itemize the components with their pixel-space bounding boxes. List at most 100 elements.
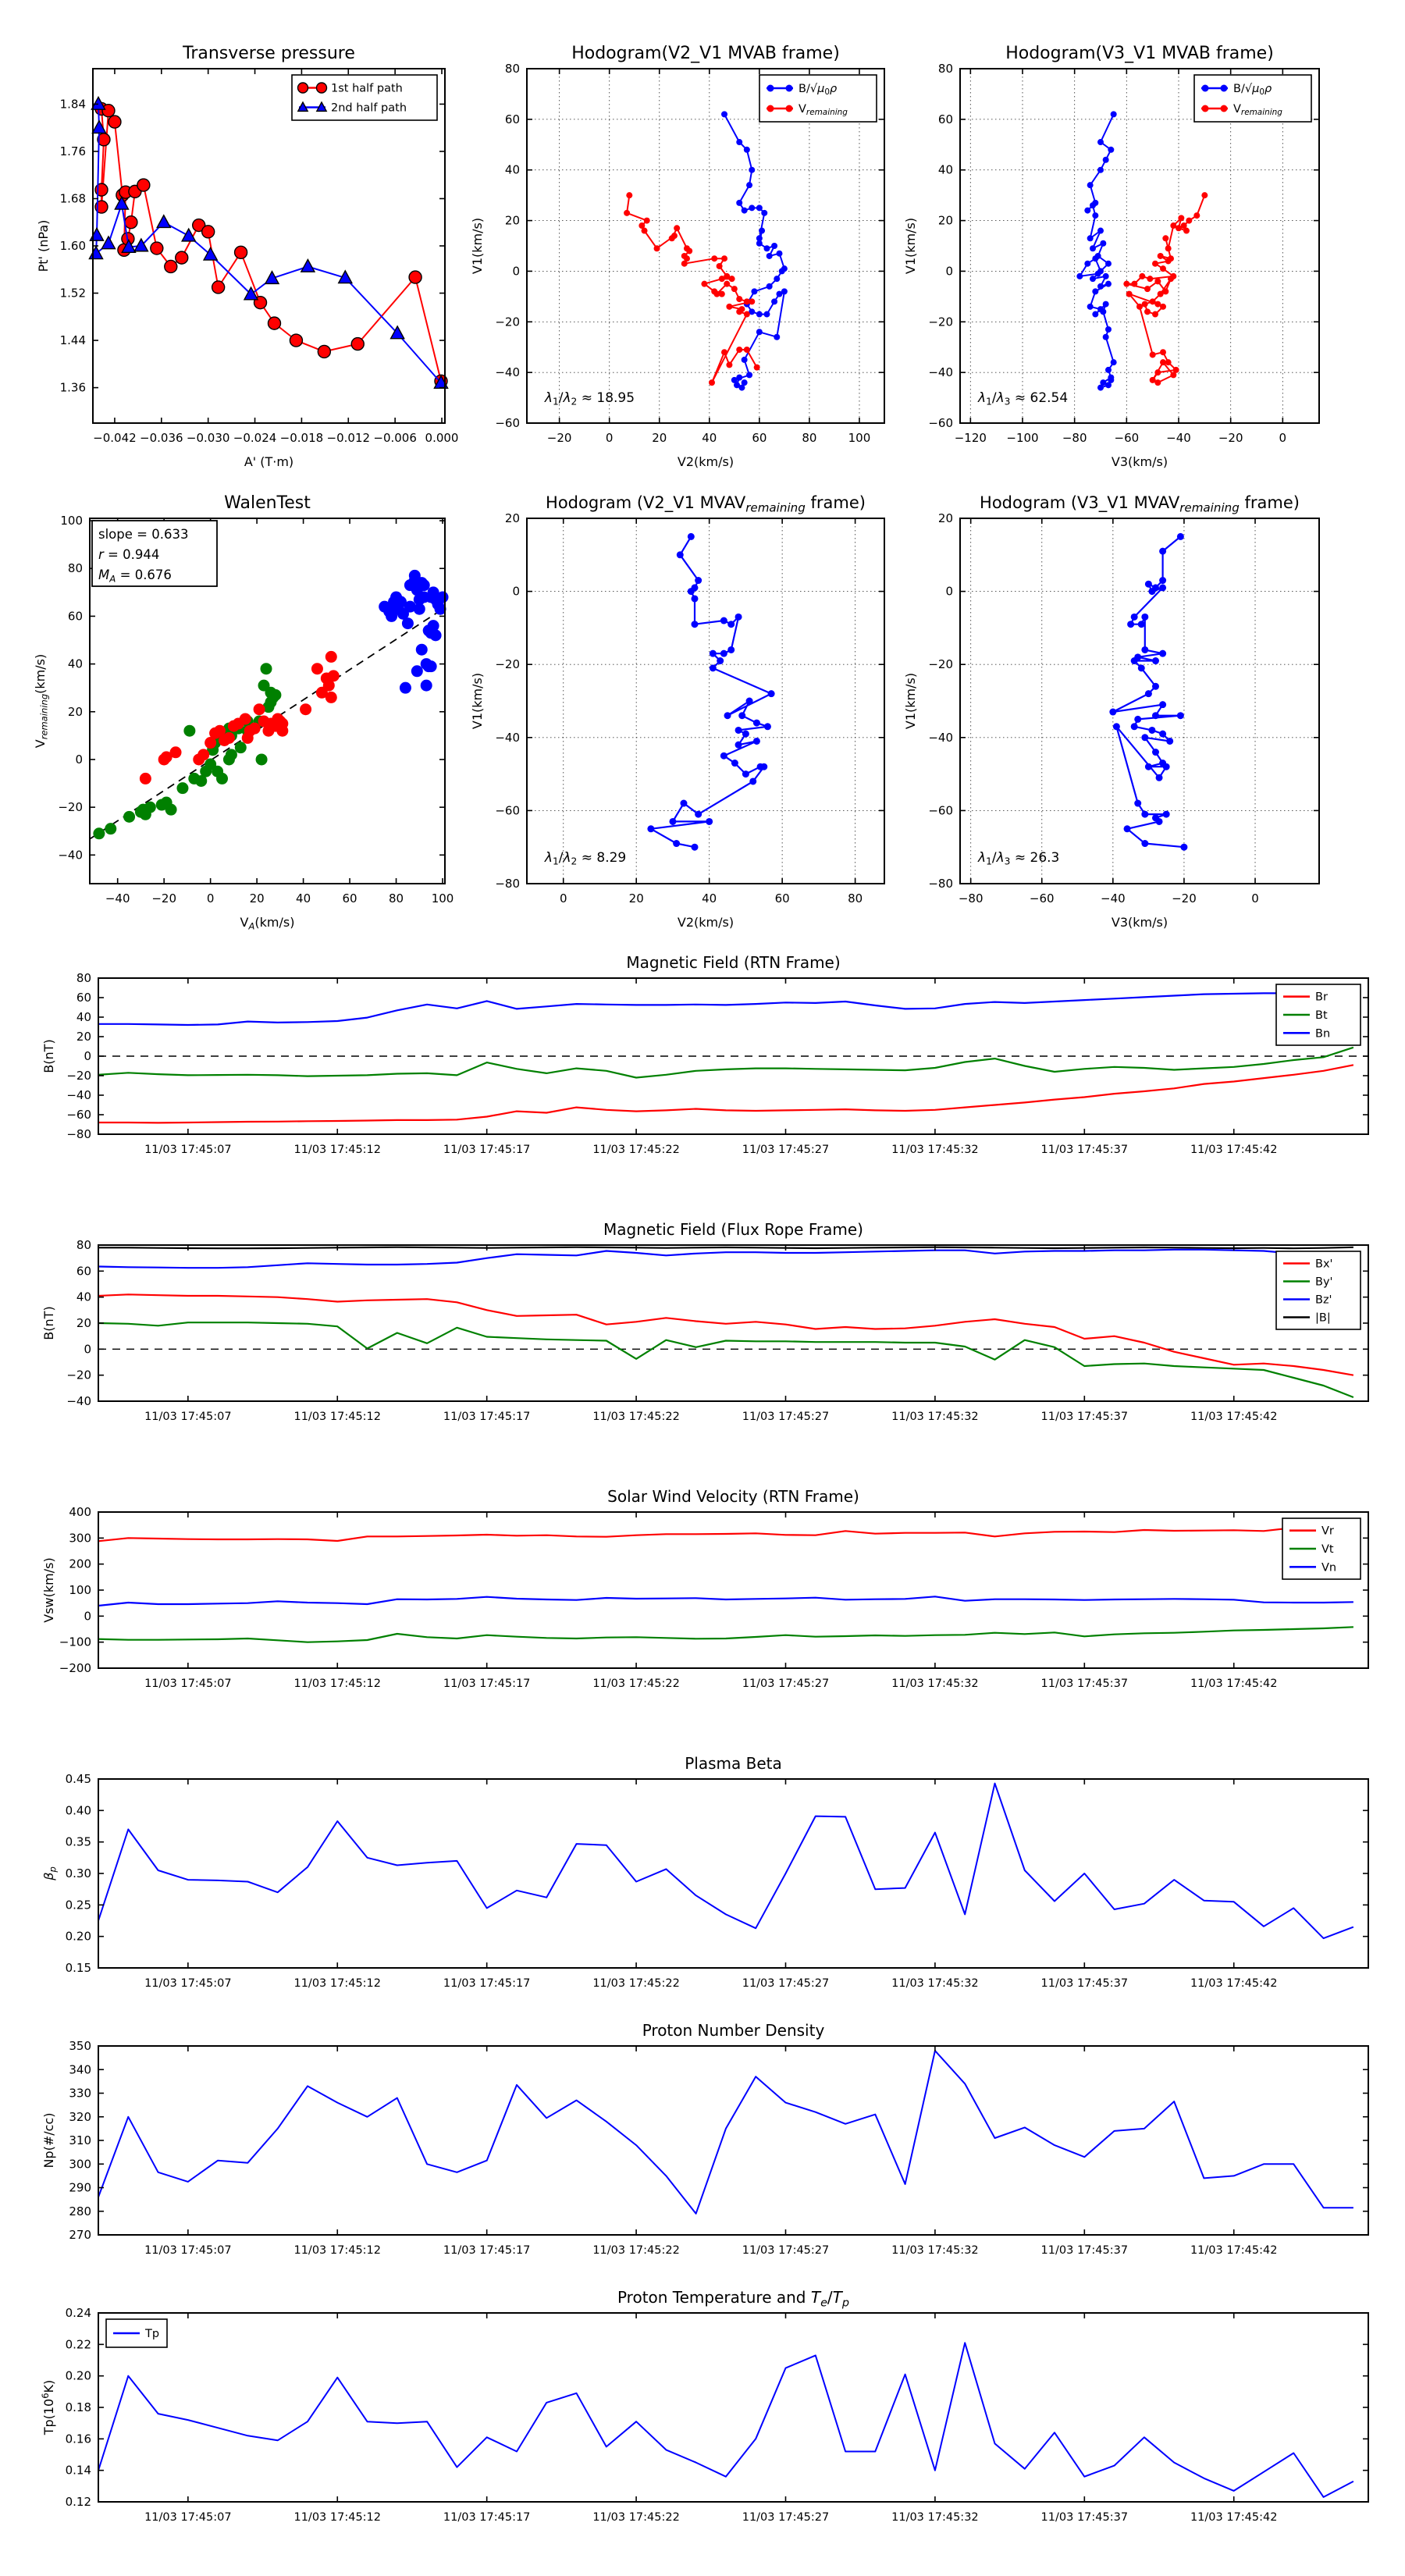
- data-point: [756, 240, 763, 247]
- y-tick-label: −200: [59, 1661, 91, 1675]
- data-point: [1178, 215, 1185, 222]
- x-tick-label: −20: [1172, 891, 1197, 906]
- data-point: [276, 724, 289, 737]
- data-point: [121, 239, 137, 253]
- legend-label: By': [1315, 1276, 1333, 1289]
- data-point: [1160, 349, 1166, 356]
- y-axis-label: B(nT): [41, 1039, 56, 1073]
- data-point: [393, 603, 405, 615]
- data-point: [1105, 260, 1112, 267]
- legend-label: Vremaining: [799, 103, 848, 117]
- chart-title: Magnetic Field (Flux Rope Frame): [603, 1220, 863, 1239]
- series-Br: [98, 1064, 1354, 1124]
- series-alfven-speed: [724, 113, 785, 389]
- x-tick-label: 11/03 17:45:07: [144, 1678, 232, 1690]
- y-tick-label: 1.36: [60, 381, 86, 395]
- x-tick-label: 11/03 17:45:17: [443, 2244, 531, 2257]
- x-tick-label: 0: [560, 891, 567, 906]
- y-tick-label: 310: [69, 2133, 91, 2147]
- data-point: [1144, 308, 1151, 315]
- data-point: [1092, 311, 1099, 318]
- x-tick-label: −80: [1062, 431, 1087, 445]
- x-tick-label: 11/03 17:45:17: [443, 1678, 531, 1690]
- x-tick-label: 11/03 17:45:22: [592, 2244, 680, 2257]
- data-point: [771, 298, 778, 305]
- data-point: [114, 195, 130, 210]
- series-alfven-speed-markers: [1076, 111, 1117, 391]
- data-point: [752, 719, 760, 727]
- x-tick-label: 11/03 17:45:17: [443, 1977, 531, 1990]
- y-tick-label: 0.30: [66, 1866, 91, 1880]
- data-point: [738, 384, 745, 391]
- x-tick-label: 11/03 17:45:32: [891, 1977, 979, 1990]
- data-point: [1157, 290, 1164, 297]
- y-tick-label: 340: [69, 2062, 91, 2076]
- x-tick-label: 80: [802, 431, 816, 445]
- data-point: [1092, 212, 1099, 219]
- chart-title: Hodogram (V2_V1 MVAVremaining frame): [546, 493, 866, 515]
- y-tick-label: −100: [59, 1635, 91, 1649]
- x-tick-label: 11/03 17:45:32: [891, 2511, 979, 2524]
- series-Bz-prime: [98, 1248, 1354, 1269]
- legend-label: Vr: [1321, 1525, 1334, 1538]
- data-point: [234, 742, 247, 754]
- data-point: [668, 235, 675, 242]
- y-tick-label: 20: [938, 214, 953, 228]
- data-point: [749, 298, 756, 305]
- x-tick-label: 11/03 17:45:12: [293, 2244, 381, 2257]
- data-point: [101, 235, 116, 250]
- data-point: [721, 349, 728, 356]
- y-tick-label: 0.45: [66, 1772, 91, 1786]
- x-tick-label: −0.024: [233, 431, 277, 445]
- y-tick-label: 400: [69, 1505, 91, 1519]
- data-point: [680, 799, 688, 807]
- data-point: [274, 715, 286, 728]
- data-point: [1090, 245, 1096, 252]
- data-point: [736, 374, 743, 381]
- data-point: [164, 259, 178, 274]
- stats-line: slope = 0.633: [98, 527, 188, 542]
- x-tick-label: 11/03 17:45:12: [293, 2511, 381, 2524]
- x-tick-label: 100: [432, 891, 454, 906]
- x-tick-label: 11/03 17:45:07: [144, 1977, 232, 1990]
- x-tick-label: 11/03 17:45:07: [144, 1144, 232, 1156]
- data-point: [144, 801, 156, 813]
- data-point: [239, 713, 251, 725]
- magnetic-field-flux-rope: 11/03 17:45:07 11/03 17:45:12 11/03 17:45:…: [41, 1220, 1369, 1423]
- data-point: [1141, 613, 1149, 621]
- solar-wind-velocity: 11/03 17:45:07 11/03 17:45:12 11/03 17:45:…: [41, 1487, 1369, 1690]
- data-point: [1141, 810, 1149, 818]
- data-point: [1105, 326, 1112, 333]
- data-point: [420, 679, 432, 692]
- x-tick-label: −40: [1166, 431, 1191, 445]
- x-tick-label: 11/03 17:45:27: [742, 2511, 830, 2524]
- axes-frame: [98, 2312, 1369, 2503]
- x-tick-label: 11/03 17:45:17: [443, 1144, 531, 1156]
- data-point: [676, 551, 684, 559]
- data-point: [746, 372, 753, 379]
- data-point: [427, 620, 439, 632]
- data-point: [1137, 664, 1145, 672]
- data-point: [736, 296, 743, 303]
- data-point: [686, 247, 693, 254]
- x-tick-label: 60: [752, 431, 767, 445]
- data-point: [350, 336, 365, 351]
- data-point: [429, 629, 442, 642]
- data-point: [653, 245, 660, 252]
- y-tick-label: 0: [75, 753, 83, 767]
- series-walen-green-markers: [93, 663, 282, 840]
- series-alfven-speed: [1079, 113, 1115, 389]
- data-point: [743, 311, 750, 318]
- y-tick-label: 1.76: [60, 144, 86, 158]
- series-By-prime: [98, 1322, 1354, 1399]
- x-axis-label: V2(km/s): [678, 915, 734, 930]
- y-tick-label: 40: [505, 163, 520, 177]
- data-point: [1162, 235, 1169, 242]
- data-point: [211, 280, 226, 294]
- hodogram-v3v1-mvab: −120 −100 −80 −60 −40 −20 0 −60 −40 −20 0 20 40 60 80 H…: [903, 44, 1320, 469]
- y-tick-label: 0: [84, 1342, 91, 1356]
- y-tick-label: 20: [76, 1030, 91, 1044]
- data-point: [325, 691, 337, 703]
- data-point: [724, 272, 731, 279]
